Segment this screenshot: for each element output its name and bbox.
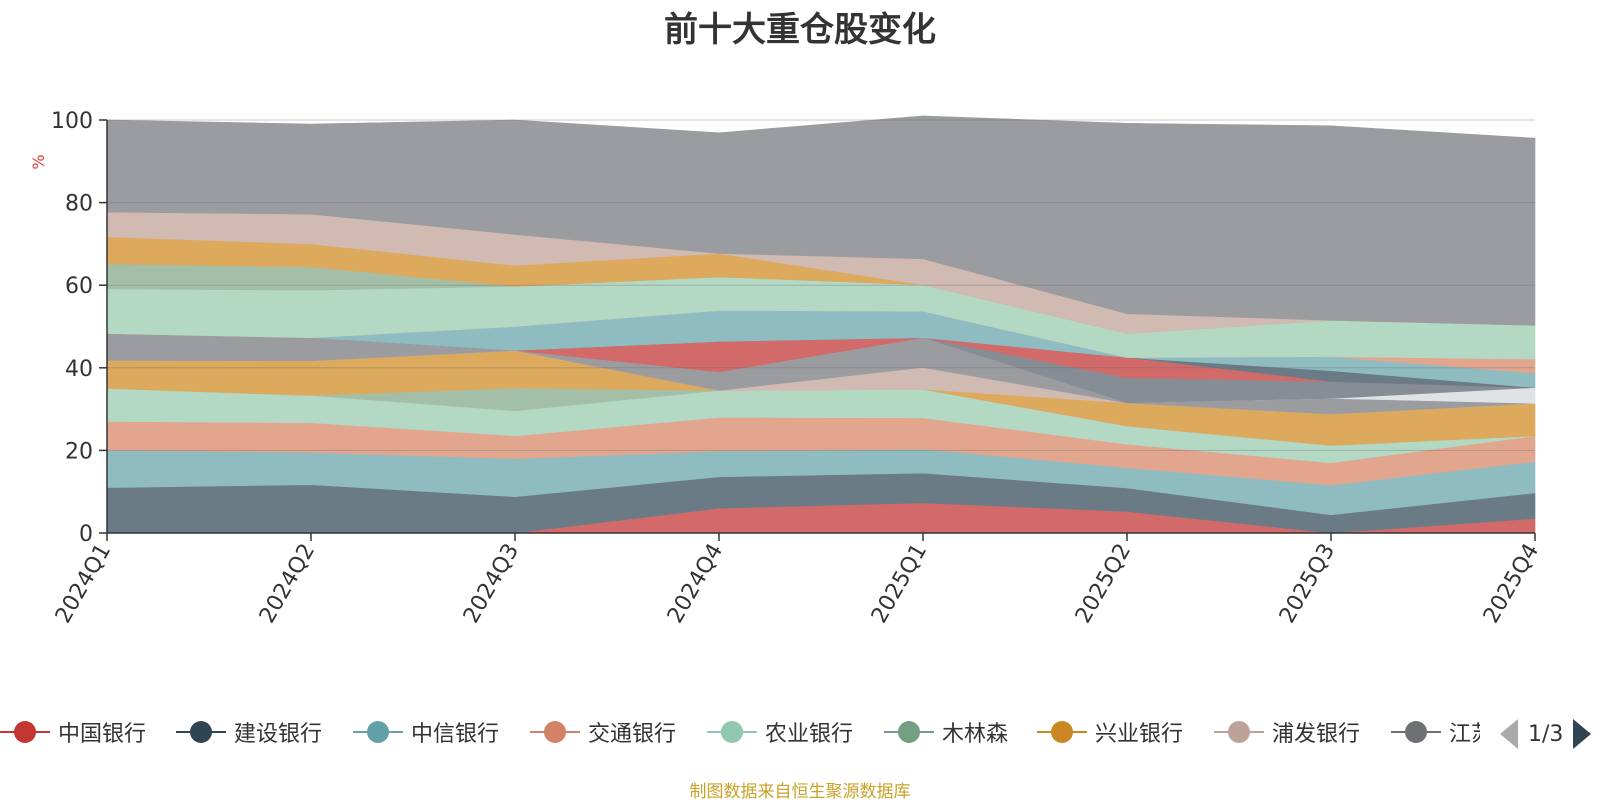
- legend-marker-icon: [707, 721, 757, 743]
- legend-marker-icon: [0, 721, 50, 743]
- legend-item[interactable]: 木林森: [884, 712, 1008, 752]
- legend-label: 木林森: [942, 722, 1009, 747]
- x-tick-label: 2024Q4: [663, 540, 728, 628]
- y-tick-label: 0: [79, 522, 93, 547]
- legend-item[interactable]: 农业银行: [707, 712, 853, 752]
- legend-label: 交通银行: [588, 722, 677, 747]
- legend-item[interactable]: 兴业银行: [1037, 712, 1183, 752]
- legend: 中国银行 建设银行 中信银行 交通银行 农业银行 木林森 兴业银行 浦发银行 江苏银行: [0, 712, 1480, 752]
- legend-marker-icon: [884, 721, 934, 743]
- legend-next-arrow-icon[interactable]: [1573, 719, 1592, 749]
- x-tick-label: 2025Q2: [1071, 540, 1136, 628]
- legend-item[interactable]: 建设银行: [176, 712, 322, 752]
- legend-marker-icon: [176, 721, 226, 743]
- y-tick-label: 60: [65, 274, 93, 299]
- legend-label: 中国银行: [58, 722, 147, 747]
- y-axis-label: %: [29, 154, 48, 169]
- area-series-19: [106, 115, 1536, 326]
- legend-label: 农业银行: [765, 722, 854, 747]
- y-tick-label: 40: [65, 357, 93, 382]
- x-tick-label: 2024Q2: [255, 540, 320, 628]
- y-tick-label: 20: [65, 439, 93, 464]
- legend-label: 中信银行: [411, 722, 500, 747]
- y-tick-label: 100: [51, 109, 93, 134]
- x-tick-label: 2024Q3: [459, 540, 524, 628]
- x-tick-label: 2024Q1: [51, 540, 116, 628]
- source-note: 制图数据来自恒生聚源数据库: [689, 782, 911, 802]
- legend-label: 兴业银行: [1095, 722, 1184, 747]
- legend-page-indicator: 1/3: [1528, 721, 1564, 747]
- legend-item[interactable]: 中信银行: [353, 712, 499, 752]
- y-tick-label: 80: [65, 192, 93, 217]
- area-layers: [106, 115, 1536, 534]
- legend-item[interactable]: 交通银行: [530, 712, 676, 752]
- legend-prev-arrow-icon[interactable]: [1500, 719, 1518, 749]
- legend-marker-icon: [1037, 721, 1087, 743]
- stacked-area-chart: 0 20 40 60 80 100 2024Q1 2024Q2 2024Q3 2024Q4 2025…: [29, 109, 1544, 628]
- legend-item[interactable]: 中国银行: [0, 712, 146, 752]
- legend-label: 浦发银行: [1272, 722, 1361, 747]
- legend-item[interactable]: 江苏银行: [1391, 712, 1480, 752]
- legend-marker-icon: [353, 721, 403, 743]
- legend-marker-icon: [530, 721, 580, 743]
- legend-marker-icon: [1214, 721, 1264, 743]
- x-tick-label: 2025Q1: [867, 540, 932, 628]
- x-tick-label: 2025Q4: [1479, 540, 1544, 628]
- x-tick-label: 2025Q3: [1275, 540, 1340, 628]
- chart-title: 前十大重仓股变化: [664, 10, 936, 50]
- legend-item[interactable]: 浦发银行: [1214, 712, 1360, 752]
- grid-lines: [107, 119, 1535, 451]
- legend-marker-icon: [1391, 721, 1441, 743]
- legend-label: 建设银行: [234, 722, 323, 747]
- legend-pager: 1/3: [1500, 716, 1592, 752]
- legend-label: 江苏银行: [1449, 722, 1480, 747]
